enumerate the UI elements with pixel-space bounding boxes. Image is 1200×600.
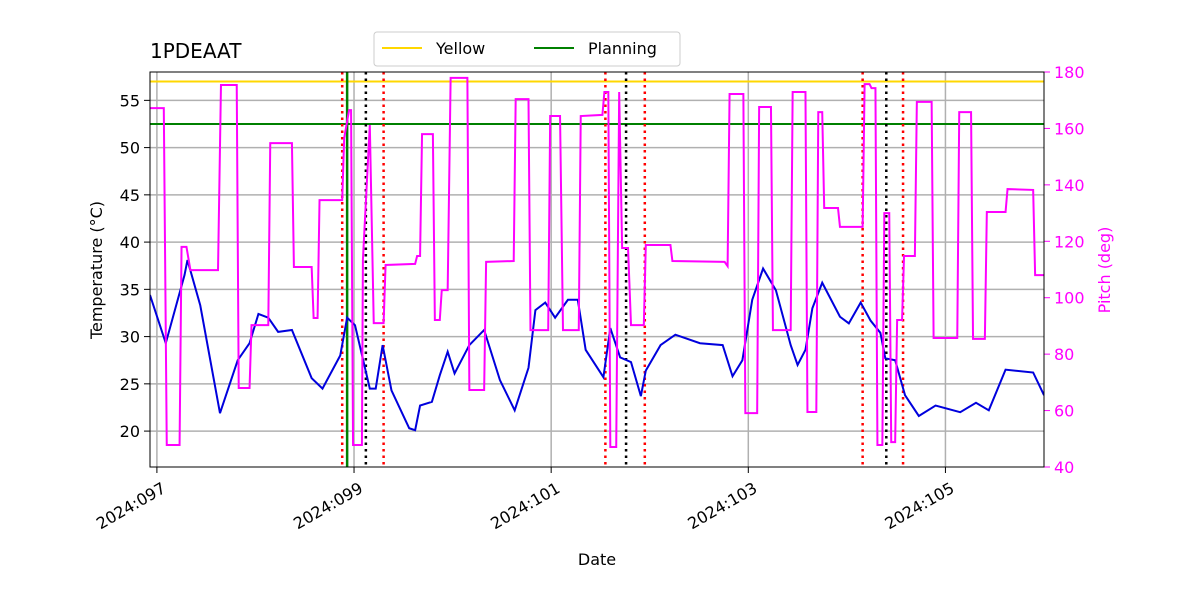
y-tick-label: 20 <box>120 422 140 441</box>
y2-tick-label: 40 <box>1054 458 1074 477</box>
y-tick-label: 30 <box>120 328 140 347</box>
x-tick-label: 2024:101 <box>487 478 563 533</box>
y2-tick-label: 180 <box>1054 63 1085 82</box>
series-line <box>150 259 1044 432</box>
x-tick-label: 2024:099 <box>290 478 366 533</box>
y-tick-label: 35 <box>120 280 140 299</box>
x-tick-label: 2024:097 <box>93 478 169 533</box>
y2-tick-label: 120 <box>1054 232 1085 251</box>
y2-tick-label: 60 <box>1054 402 1074 421</box>
chart-title: 1PDEAAT <box>150 39 242 63</box>
x-tick-label: 2024:105 <box>882 478 958 533</box>
y2-tick-label: 160 <box>1054 119 1085 138</box>
y-axis-label: Temperature (°C) <box>87 201 106 340</box>
legend-label: Planning <box>588 39 657 58</box>
series-line <box>150 76 1044 448</box>
y2-tick-label: 100 <box>1054 289 1085 308</box>
y-tick-label: 50 <box>120 139 140 158</box>
y-tick-label: 25 <box>120 375 140 394</box>
y2-tick-label: 140 <box>1054 176 1085 195</box>
legend: Yellow Planning <box>373 31 681 67</box>
y2-axis-label: Pitch (deg) <box>1095 227 1114 314</box>
y-tick-label: 55 <box>120 91 140 110</box>
legend-label: Yellow <box>435 39 485 58</box>
legend-box <box>373 31 681 67</box>
y2-tick-label: 80 <box>1054 345 1074 364</box>
x-tick-label: 2024:103 <box>684 478 760 533</box>
y-tick-label: 45 <box>120 186 140 205</box>
x-axis-label: Date <box>578 550 616 569</box>
y-tick-label: 40 <box>120 233 140 252</box>
plot-frame <box>149 71 1045 468</box>
